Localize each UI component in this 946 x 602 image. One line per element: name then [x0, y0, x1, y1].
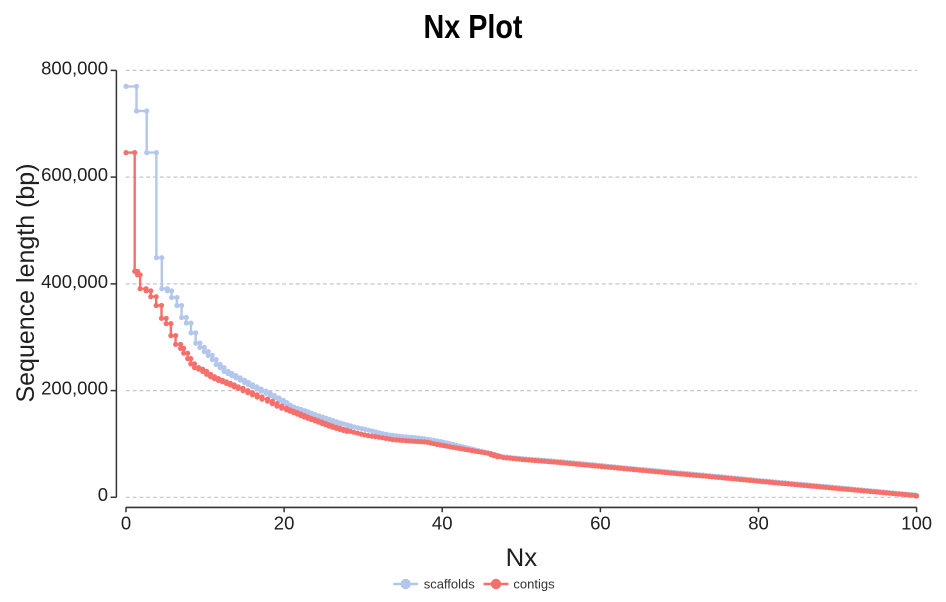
- svg-text:200,000: 200,000: [41, 378, 108, 399]
- svg-text:20: 20: [274, 513, 295, 534]
- svg-text:400,000: 400,000: [41, 271, 108, 292]
- svg-text:100: 100: [901, 513, 932, 534]
- svg-text:60: 60: [590, 513, 611, 534]
- svg-text:40: 40: [432, 513, 453, 534]
- svg-text:0: 0: [121, 513, 131, 534]
- svg-text:0: 0: [98, 484, 108, 505]
- svg-text:contigs: contigs: [513, 576, 555, 591]
- svg-text:600,000: 600,000: [41, 164, 108, 185]
- svg-text:Sequence length (bp): Sequence length (bp): [12, 163, 40, 402]
- svg-text:800,000: 800,000: [41, 57, 108, 78]
- svg-text:Nx: Nx: [506, 544, 538, 572]
- svg-text:80: 80: [748, 513, 769, 534]
- svg-text:scaffolds: scaffolds: [424, 576, 476, 591]
- svg-text:Nx Plot: Nx Plot: [424, 8, 523, 45]
